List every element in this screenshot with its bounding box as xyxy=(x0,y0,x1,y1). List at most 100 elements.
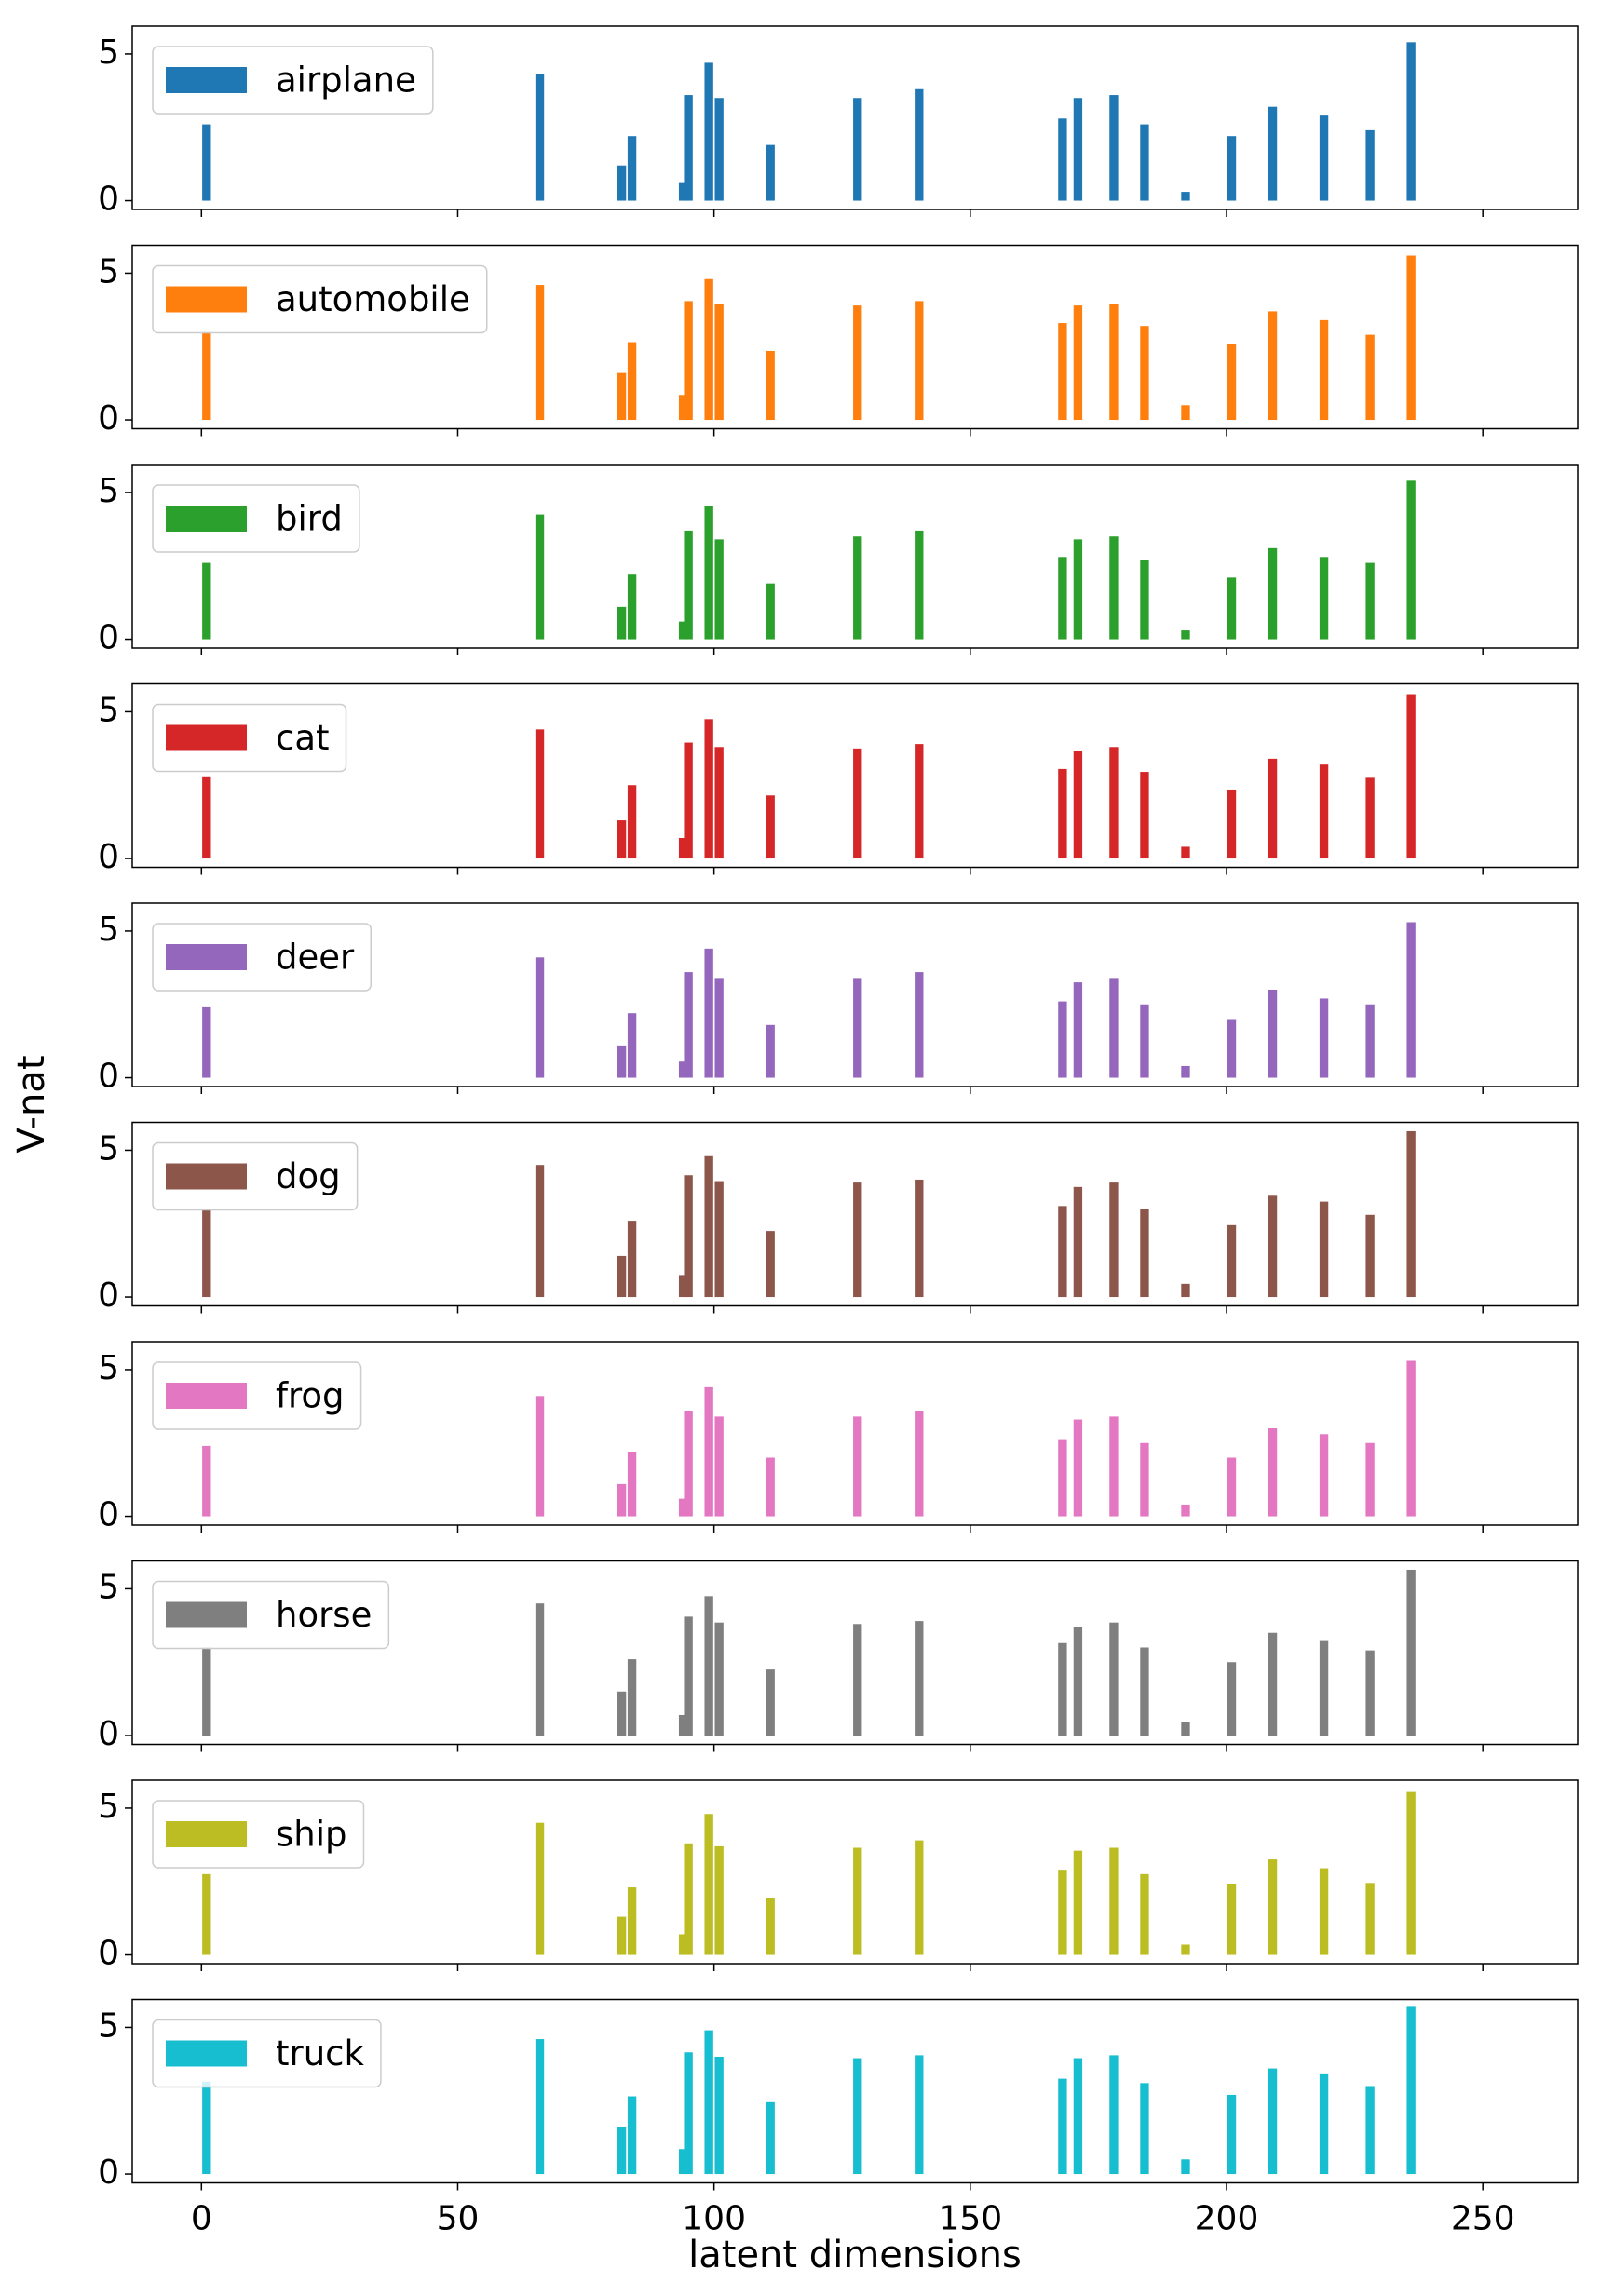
bar xyxy=(627,785,637,859)
bar xyxy=(1109,1416,1119,1517)
bar xyxy=(1365,777,1375,859)
legend-box xyxy=(152,264,488,334)
bar xyxy=(1365,1650,1375,1736)
bar xyxy=(915,530,924,640)
legend-label: ship xyxy=(276,1815,347,1855)
bar xyxy=(915,1621,924,1736)
legend-label: automobile xyxy=(276,279,470,319)
x-tick-label: 250 xyxy=(1451,2200,1515,2238)
bar xyxy=(915,2055,924,2175)
bar xyxy=(1227,1884,1237,1955)
bar xyxy=(1181,630,1190,640)
bar xyxy=(1058,1642,1067,1736)
legend: horse xyxy=(152,1580,390,1650)
y-tick-label: 5 xyxy=(98,911,119,949)
bar xyxy=(678,395,688,421)
legend-label: dog xyxy=(276,1156,341,1196)
legend-label: horse xyxy=(276,1595,372,1635)
bar xyxy=(915,301,924,421)
bar xyxy=(1140,560,1149,640)
legend-swatch xyxy=(166,724,247,751)
bar xyxy=(1181,1722,1190,1736)
bar xyxy=(684,1175,693,1298)
bar xyxy=(202,562,211,640)
legend-swatch xyxy=(166,67,247,93)
bar xyxy=(704,948,713,1078)
panel-frame xyxy=(131,25,1579,210)
bar xyxy=(1058,323,1067,421)
legend-swatch xyxy=(166,944,247,970)
bar xyxy=(1365,562,1375,640)
bar xyxy=(627,1659,637,1736)
bar xyxy=(1406,1569,1416,1736)
bar xyxy=(1268,1195,1278,1298)
bar xyxy=(1227,789,1237,859)
bar xyxy=(714,304,724,421)
bar xyxy=(627,342,637,421)
bar xyxy=(617,1045,627,1078)
bar xyxy=(202,1209,211,1298)
legend-swatch xyxy=(166,506,247,532)
y-tick-label: 0 xyxy=(98,838,119,876)
bar xyxy=(1073,1186,1083,1298)
bar xyxy=(1181,405,1190,421)
bar xyxy=(704,719,713,859)
bar xyxy=(627,2096,637,2175)
bar xyxy=(1181,1065,1190,1078)
bar xyxy=(1365,1442,1375,1517)
y-tick-label: 5 xyxy=(98,252,119,290)
bar xyxy=(1319,319,1329,421)
bar xyxy=(915,744,924,859)
bar xyxy=(678,1714,688,1736)
bar xyxy=(714,1622,724,1736)
bar xyxy=(202,1647,211,1736)
y-tick-label: 5 xyxy=(98,691,119,729)
legend-box xyxy=(152,46,434,115)
legend-label: frog xyxy=(276,1376,345,1416)
bar xyxy=(1109,1182,1119,1298)
bar xyxy=(714,1845,724,1955)
bar xyxy=(535,729,545,859)
y-tick-label: 5 xyxy=(98,1788,119,1826)
bar xyxy=(1073,1627,1083,1736)
bar xyxy=(617,372,627,421)
y-tick-label: 0 xyxy=(98,1276,119,1315)
bar xyxy=(1319,115,1329,201)
bar xyxy=(1319,2073,1329,2175)
bar xyxy=(535,2039,545,2175)
bar xyxy=(617,606,627,640)
bar xyxy=(853,536,862,640)
bar xyxy=(766,350,775,421)
bar xyxy=(678,182,688,201)
bar xyxy=(1109,1847,1119,1955)
legend-swatch xyxy=(166,2040,247,2067)
bar xyxy=(714,539,724,640)
bar xyxy=(684,972,693,1078)
y-tick-label: 0 xyxy=(98,1058,119,1096)
bar xyxy=(678,837,688,859)
bar xyxy=(766,1898,775,1955)
bar xyxy=(678,1498,688,1517)
bar xyxy=(1227,577,1237,640)
panel-frame xyxy=(131,682,1579,869)
legend-box xyxy=(152,1800,365,1869)
bar xyxy=(766,1231,775,1298)
bar xyxy=(1181,1504,1190,1517)
bar xyxy=(1058,1439,1067,1517)
y-tick-label: 0 xyxy=(98,2154,119,2192)
bar xyxy=(853,98,862,201)
bar xyxy=(684,1616,693,1736)
bar xyxy=(1140,326,1149,421)
bar xyxy=(617,2127,627,2175)
bar xyxy=(1073,539,1083,640)
bar xyxy=(678,2149,688,2175)
bar xyxy=(202,1445,211,1517)
bar xyxy=(617,1916,627,1955)
bar xyxy=(1073,1419,1083,1517)
bar xyxy=(766,1024,775,1078)
x-tick-label: 200 xyxy=(1195,2200,1259,2238)
bar xyxy=(617,1691,627,1736)
legend-swatch xyxy=(166,1601,247,1628)
bar xyxy=(1406,922,1416,1078)
bar xyxy=(535,1603,545,1736)
